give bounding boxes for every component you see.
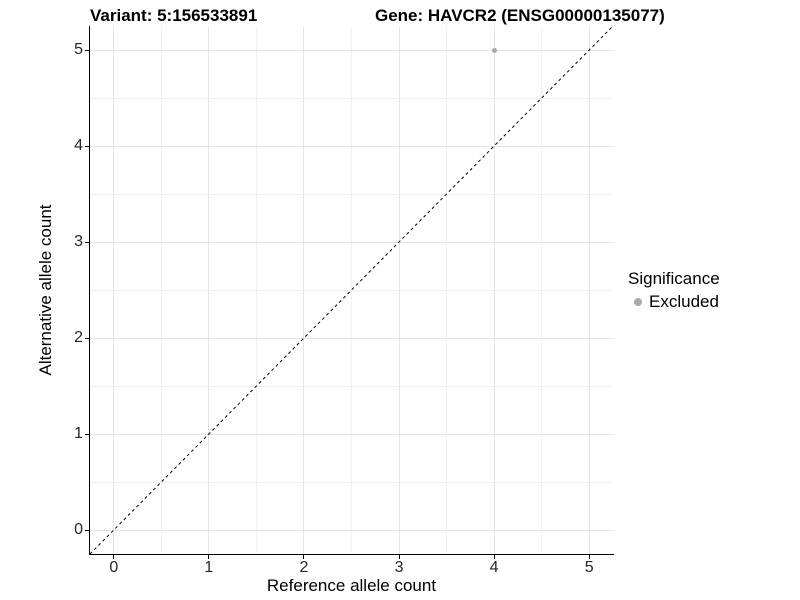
gridline-minor bbox=[90, 193, 613, 195]
x-tick-label: 1 bbox=[204, 559, 214, 576]
y-tick-label: 1 bbox=[74, 425, 83, 442]
gridline-major bbox=[493, 26, 495, 554]
diagonal-reference-line bbox=[90, 26, 613, 554]
x-tick-mark bbox=[303, 555, 305, 559]
legend-key bbox=[629, 293, 647, 311]
data-point bbox=[491, 47, 497, 53]
y-tick-mark bbox=[85, 241, 89, 243]
gridline-minor bbox=[90, 97, 613, 99]
legend: Significance Excluded bbox=[628, 269, 720, 312]
y-tick-label: 3 bbox=[74, 233, 83, 250]
x-tick-label: 2 bbox=[299, 559, 309, 576]
gridline-minor bbox=[446, 26, 448, 554]
plot-panel bbox=[90, 26, 613, 554]
y-tick-label: 0 bbox=[74, 521, 83, 538]
y-tick-mark bbox=[85, 433, 89, 435]
x-axis-title: Reference allele count bbox=[266, 576, 437, 595]
x-tick-label: 0 bbox=[109, 559, 119, 576]
x-tick-label: 5 bbox=[584, 559, 594, 576]
legend-dot-icon bbox=[634, 298, 642, 306]
x-tick-label: 4 bbox=[489, 559, 499, 576]
gridline-minor bbox=[541, 26, 543, 554]
reference-line-svg bbox=[90, 26, 613, 554]
y-tick-label: 5 bbox=[74, 41, 83, 58]
legend-entry-label: Excluded bbox=[649, 292, 719, 311]
gridline-major bbox=[90, 145, 613, 147]
x-tick-mark bbox=[113, 555, 115, 559]
x-tick-mark bbox=[493, 555, 495, 559]
gridline-major bbox=[90, 49, 613, 51]
legend-entry-excluded: Excluded bbox=[628, 292, 720, 312]
y-axis-title: Alternative allele count bbox=[36, 204, 55, 376]
x-tick-label: 3 bbox=[394, 559, 404, 576]
x-axis-line bbox=[89, 554, 614, 555]
variant-title: Variant: 5:156533891 bbox=[90, 6, 258, 25]
gene-title: Gene: HAVCR2 (ENSG00000135077) bbox=[375, 6, 665, 25]
y-tick-mark bbox=[85, 529, 89, 531]
x-tick-mark bbox=[208, 555, 210, 559]
gridline-minor bbox=[90, 289, 613, 291]
gridline-major bbox=[588, 26, 590, 554]
x-tick-mark bbox=[588, 555, 590, 559]
y-tick-mark bbox=[85, 49, 89, 51]
y-axis-line bbox=[89, 26, 90, 555]
gridline-major bbox=[398, 26, 400, 554]
legend-title: Significance bbox=[628, 269, 720, 288]
gridline-major bbox=[90, 241, 613, 243]
x-tick-mark bbox=[398, 555, 400, 559]
y-tick-label: 2 bbox=[74, 329, 83, 346]
y-tick-mark bbox=[85, 145, 89, 147]
y-tick-mark bbox=[85, 337, 89, 339]
y-tick-label: 4 bbox=[74, 137, 83, 154]
